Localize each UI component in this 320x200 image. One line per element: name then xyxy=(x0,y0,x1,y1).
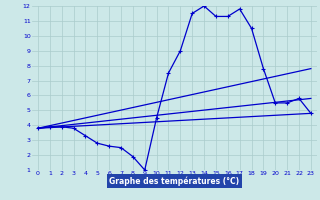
X-axis label: Graphe des températures (°C): Graphe des températures (°C) xyxy=(109,176,239,186)
